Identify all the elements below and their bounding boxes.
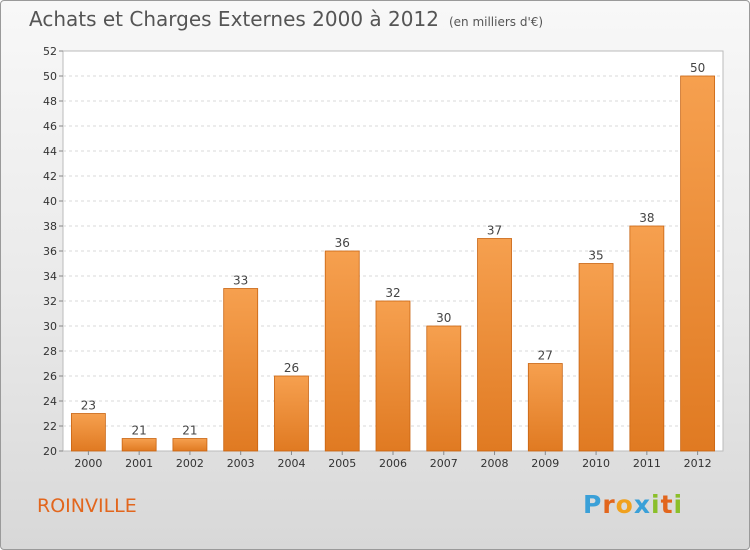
logo-letter: i xyxy=(673,490,684,519)
chart-title-text: Achats et Charges Externes 2000 à 2012 xyxy=(29,7,439,31)
bar xyxy=(375,300,411,452)
bar xyxy=(121,438,157,452)
y-tick-label: 22 xyxy=(43,420,57,433)
data-label: 32 xyxy=(385,286,400,300)
data-label: 37 xyxy=(487,224,502,238)
y-tick-label: 26 xyxy=(43,370,57,383)
x-tick-label: 2001 xyxy=(125,457,153,470)
x-tick-label: 2012 xyxy=(684,457,712,470)
data-label: 21 xyxy=(182,424,197,438)
y-tick-label: 32 xyxy=(43,295,57,308)
logo-letter: i xyxy=(651,490,661,519)
y-tick-label: 38 xyxy=(43,220,57,233)
chart-title: Achats et Charges Externes 2000 à 2012 (e… xyxy=(29,7,543,31)
bar xyxy=(680,75,716,452)
bar xyxy=(274,375,309,452)
bar xyxy=(324,250,360,452)
chart-unit: (en milliers d'€) xyxy=(448,15,544,29)
city-name: ROINVILLE xyxy=(37,495,137,517)
y-axis: 20 22 24 26 28 30 32 34 36 38 40 42 44 46 48 50 52 xyxy=(43,45,63,458)
y-tick-label: 52 xyxy=(43,45,57,58)
x-tick-label: 2007 xyxy=(430,457,458,470)
bar xyxy=(426,325,462,452)
data-label: 23 xyxy=(81,399,96,413)
x-tick-label: 2002 xyxy=(176,457,204,470)
data-label: 21 xyxy=(132,424,147,438)
bar xyxy=(527,363,563,452)
data-label: 30 xyxy=(436,311,451,325)
x-tick-label: 2010 xyxy=(582,457,610,470)
logo-letter: o xyxy=(615,490,634,519)
data-label: 38 xyxy=(639,211,654,225)
bar xyxy=(70,413,106,452)
y-tick-label: 28 xyxy=(43,345,57,358)
y-tick-label: 42 xyxy=(43,170,57,183)
x-tick-label: 2006 xyxy=(379,457,407,470)
data-label: 27 xyxy=(538,349,553,363)
logo-letter: t xyxy=(660,490,674,519)
x-tick-label: 2008 xyxy=(481,457,509,470)
bar xyxy=(578,263,614,452)
data-label: 50 xyxy=(690,61,705,75)
logo-letter: r xyxy=(602,490,616,519)
data-labels: 23 21 21 33 26 36 32 30 37 27 35 38 50 xyxy=(81,61,706,438)
x-tick-label: 2009 xyxy=(531,457,559,470)
logo-letter: P xyxy=(583,490,603,519)
x-tick-label: 2004 xyxy=(277,457,305,470)
x-axis: 2000 2001 2002 2003 2004 2005 2006 2007 2008 2009… xyxy=(74,451,712,470)
y-tick-label: 36 xyxy=(43,245,57,258)
y-tick-label: 40 xyxy=(43,195,57,208)
y-tick-label: 20 xyxy=(43,445,57,458)
y-tick-label: 34 xyxy=(43,270,57,283)
y-tick-label: 46 xyxy=(43,120,57,133)
data-label: 33 xyxy=(233,274,248,288)
logo-letter: x xyxy=(633,490,651,519)
bar xyxy=(629,225,665,452)
x-tick-label: 2003 xyxy=(227,457,255,470)
bar xyxy=(477,238,512,452)
data-label: 36 xyxy=(335,236,350,250)
proxiti-logo: Proxiti xyxy=(583,490,683,519)
x-tick-label: 2005 xyxy=(328,457,356,470)
bars xyxy=(70,75,716,452)
y-tick-label: 50 xyxy=(43,70,57,83)
data-label: 35 xyxy=(588,249,603,263)
y-tick-label: 30 xyxy=(43,320,57,333)
data-label: 26 xyxy=(284,361,299,375)
bar xyxy=(172,438,208,452)
x-tick-label: 2000 xyxy=(74,457,102,470)
y-tick-label: 44 xyxy=(43,145,57,158)
bar xyxy=(223,288,259,452)
x-tick-label: 2011 xyxy=(633,457,661,470)
y-tick-label: 48 xyxy=(43,95,57,108)
y-tick-label: 24 xyxy=(43,395,57,408)
